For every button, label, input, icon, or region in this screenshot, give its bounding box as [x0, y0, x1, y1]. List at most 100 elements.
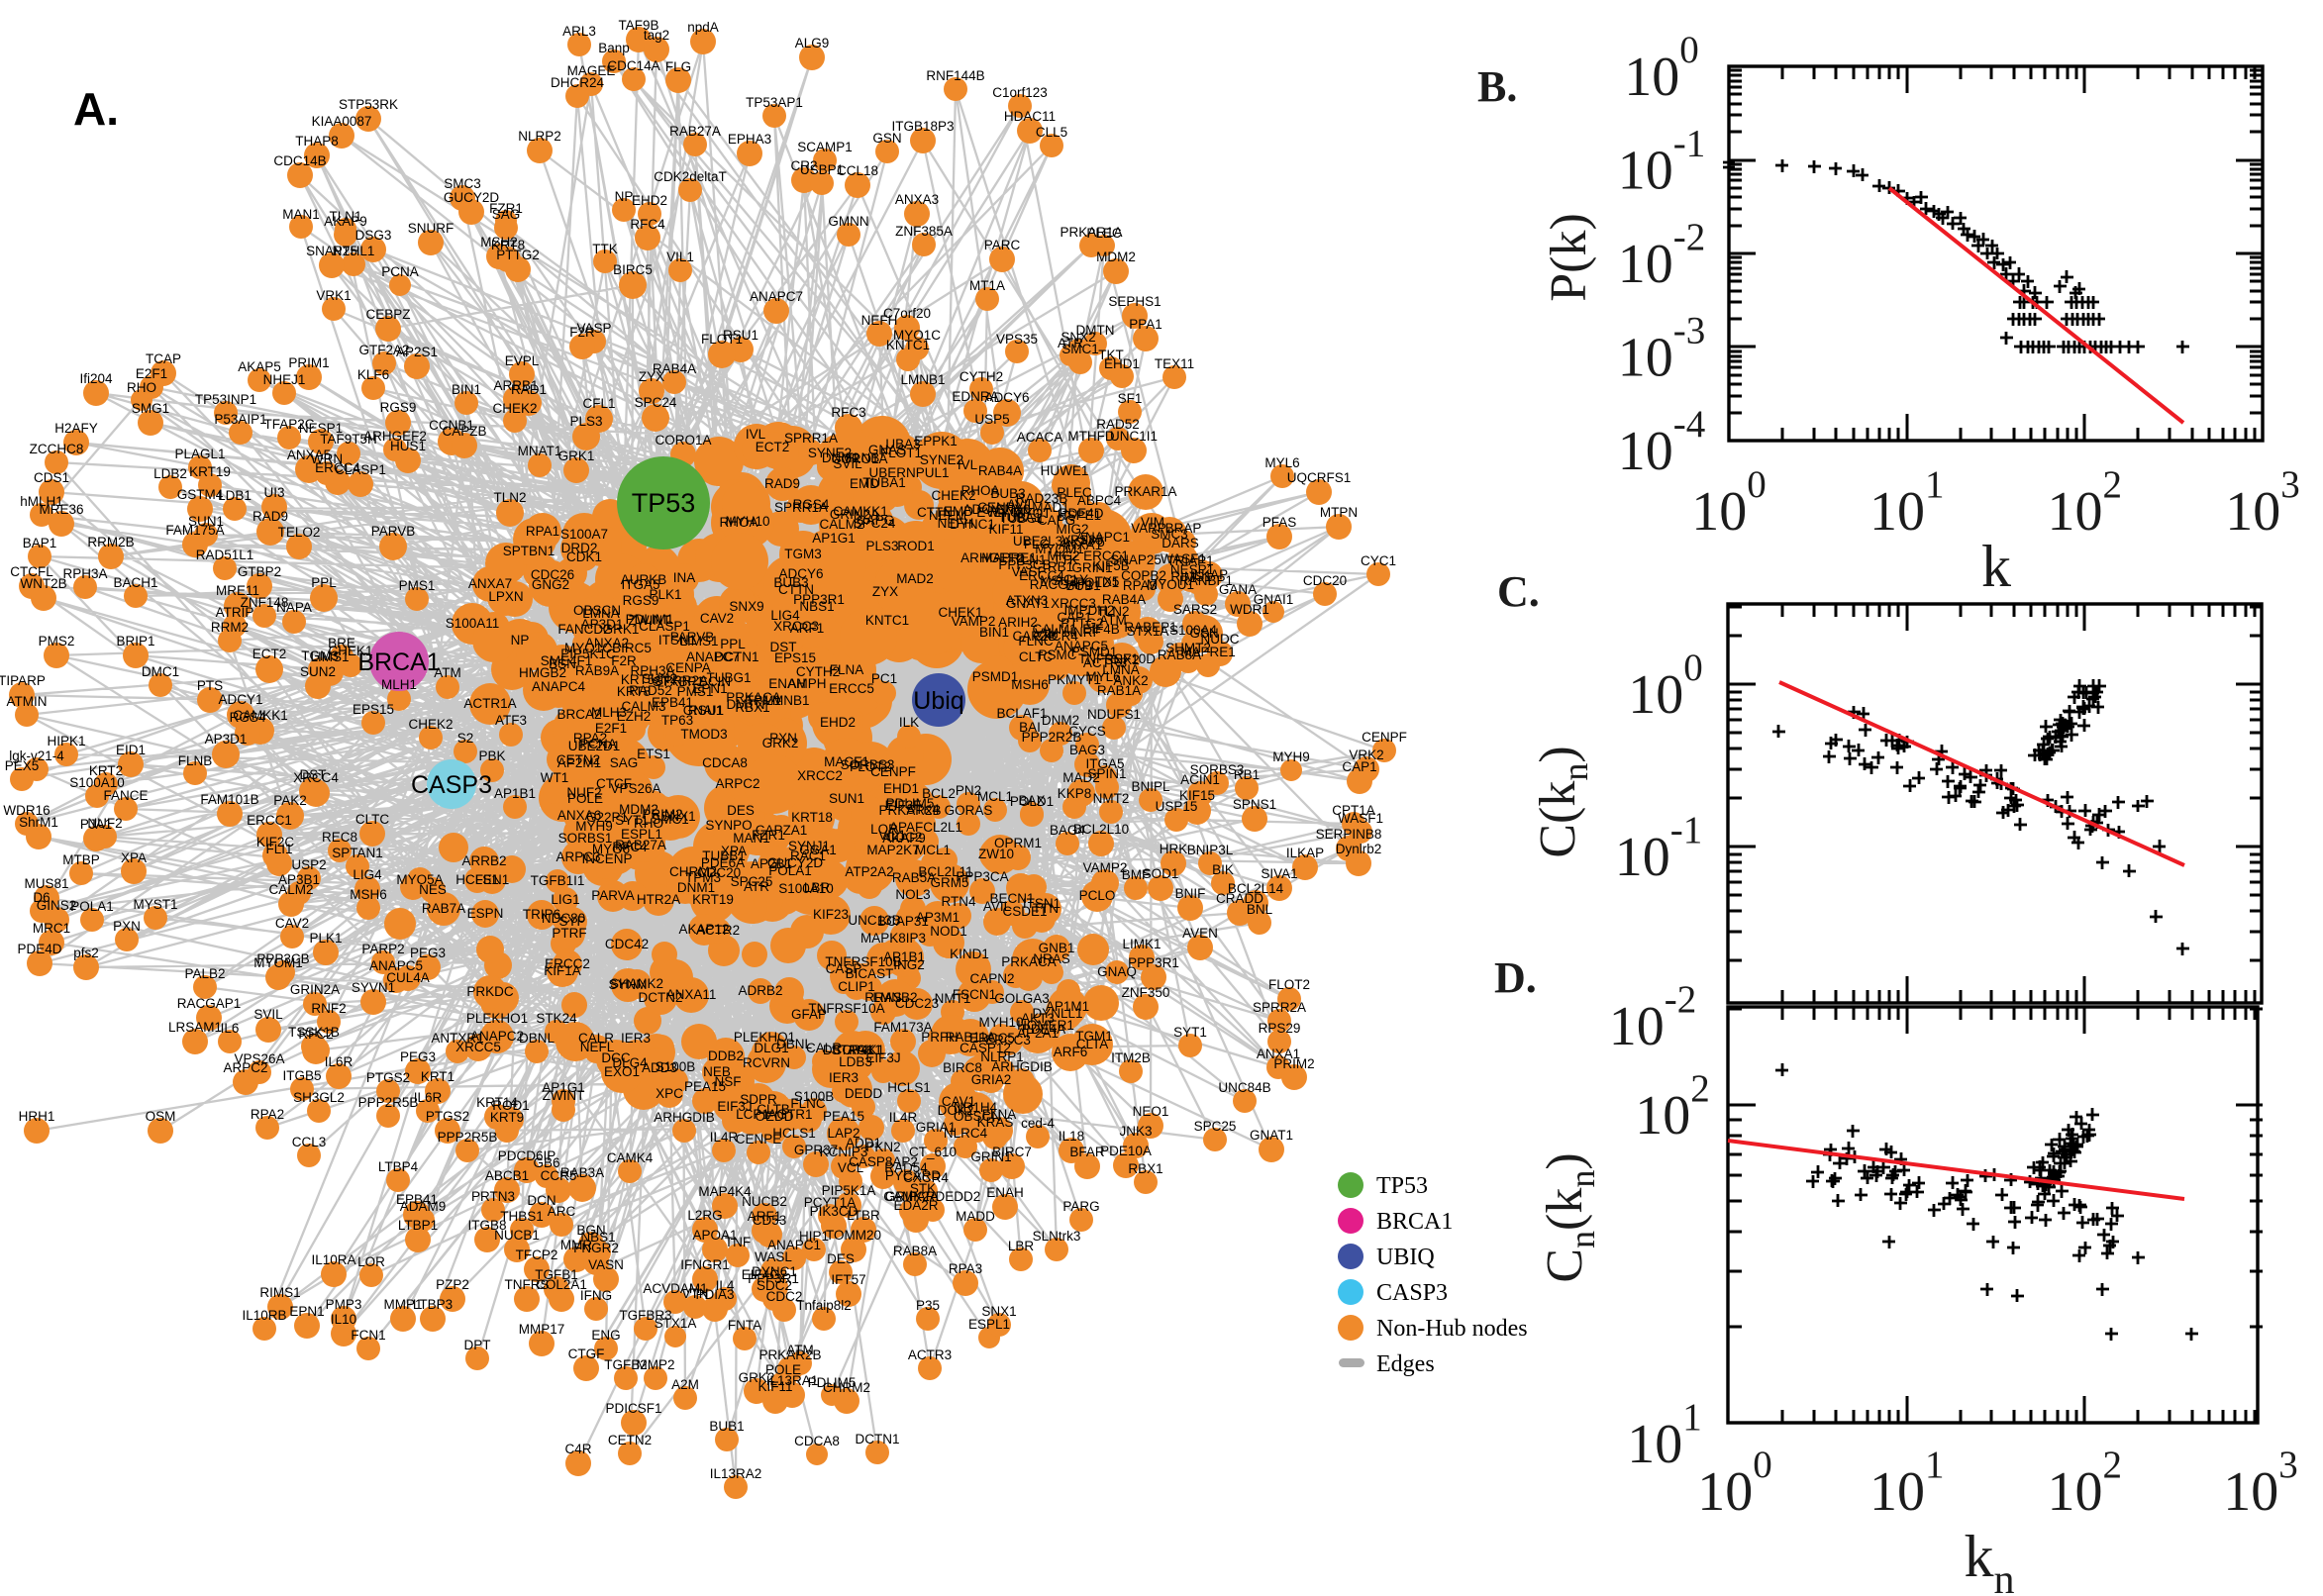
- svg-text:LPXN: LPXN: [488, 589, 523, 604]
- svg-text:SPRR2A: SPRR2A: [655, 673, 708, 688]
- svg-text:ARF6: ARF6: [1054, 1045, 1088, 1059]
- svg-text:ARRB2: ARRB2: [461, 853, 506, 868]
- svg-text:TFAP2C: TFAP2C: [263, 417, 314, 432]
- svg-text:DCCP4K1: DCCP4K1: [823, 1043, 884, 1057]
- svg-text:HUS1: HUS1: [390, 439, 426, 453]
- svg-text:ITGB5: ITGB5: [282, 1068, 321, 1083]
- svg-text:C.: C.: [1497, 567, 1540, 616]
- svg-text:ERCC5: ERCC5: [969, 1031, 1015, 1046]
- svg-text:DYNC1: DYNC1: [950, 517, 995, 532]
- svg-text:NUDC: NUDC: [1201, 632, 1240, 647]
- svg-text:ARC: ARC: [548, 1204, 576, 1219]
- svg-text:CCL3: CCL3: [292, 1135, 327, 1149]
- svg-text:IL10RB: IL10RB: [242, 1308, 286, 1323]
- svg-text:ATXN3: ATXN3: [1006, 593, 1049, 608]
- svg-text:TPM3: TPM3: [685, 870, 721, 885]
- svg-text:ACACA: ACACA: [1017, 430, 1063, 445]
- svg-text:ARHGEF2: ARHGEF2: [363, 429, 427, 444]
- svg-text:CAPZB: CAPZB: [1012, 629, 1057, 644]
- svg-text:PSMD1: PSMD1: [1071, 645, 1118, 659]
- svg-text:NUCB1: NUCB1: [494, 1228, 540, 1243]
- svg-text:MRE11: MRE11: [216, 583, 259, 598]
- svg-text:RIMS1: RIMS1: [1170, 569, 1211, 584]
- svg-text:NRAS: NRAS: [1033, 951, 1070, 966]
- svg-text:BUB1: BUB1: [709, 1419, 744, 1434]
- svg-text:ANAPC2: ANAPC2: [470, 1029, 524, 1044]
- svg-text:RPH3A: RPH3A: [630, 663, 674, 678]
- svg-text:LIMS1: LIMS1: [310, 649, 349, 664]
- svg-text:SYP: SYP: [558, 914, 585, 929]
- svg-text:PTTG2: PTTG2: [496, 248, 540, 262]
- svg-text:RRM2: RRM2: [211, 620, 249, 635]
- svg-text:LBR: LBR: [804, 880, 831, 895]
- svg-text:AVIL: AVIL: [1007, 497, 1036, 512]
- svg-text:BICAST: BICAST: [846, 966, 894, 981]
- svg-text:KIF11: KIF11: [758, 1379, 792, 1394]
- svg-text:POLD1: POLD1: [1010, 794, 1054, 809]
- svg-text:MAGEE: MAGEE: [567, 63, 616, 78]
- svg-text:FLOT2: FLOT2: [1268, 977, 1310, 992]
- svg-text:ACTR2: ACTR2: [696, 923, 740, 938]
- svg-text:PAK2: PAK2: [273, 793, 307, 808]
- svg-text:RRAS: RRAS: [864, 990, 902, 1005]
- svg-text:GRK1: GRK1: [603, 622, 640, 637]
- svg-text:C1orf123: C1orf123: [992, 85, 1048, 100]
- svg-text:ARF1: ARF1: [748, 1209, 782, 1224]
- svg-text:GRIN1: GRIN1: [1071, 560, 1112, 575]
- svg-text:LMNA: LMNA: [582, 606, 620, 621]
- svg-text:TGFB1I1: TGFB1I1: [531, 873, 585, 888]
- svg-text:DLG1: DLG1: [754, 1041, 788, 1055]
- svg-text:MIG2: MIG2: [1056, 522, 1088, 537]
- svg-text:SEPHS1: SEPHS1: [1108, 294, 1161, 309]
- svg-text:LMNA: LMNA: [1102, 662, 1140, 677]
- svg-text:PDLIM1: PDLIM1: [626, 612, 674, 627]
- svg-text:MRE36: MRE36: [39, 502, 83, 517]
- svg-text:FLG: FLG: [1024, 537, 1050, 551]
- svg-text:ARHGDIB: ARHGDIB: [654, 1110, 715, 1125]
- svg-text:DSG3: DSG3: [355, 228, 392, 243]
- svg-text:TUBA1: TUBA1: [862, 475, 906, 490]
- svg-text:PIK3CD: PIK3CD: [810, 1204, 858, 1219]
- svg-text:ESPL1: ESPL1: [621, 827, 662, 842]
- svg-text:DLG4: DLG4: [612, 1055, 648, 1070]
- svg-text:MUS81: MUS81: [24, 876, 68, 891]
- svg-text:PC1: PC1: [871, 671, 897, 686]
- svg-text:PEX5: PEX5: [5, 758, 40, 773]
- svg-text:IER3: IER3: [621, 1031, 651, 1046]
- svg-text:AP2A1: AP2A1: [1017, 1026, 1059, 1041]
- svg-text:BAG4: BAG4: [1050, 823, 1086, 838]
- svg-text:H2AFY: H2AFY: [54, 421, 98, 436]
- svg-text:INCENP: INCENP: [581, 851, 632, 866]
- svg-text:WDR16: WDR16: [3, 803, 50, 818]
- svg-text:GRIN2A: GRIN2A: [830, 507, 879, 522]
- svg-text:PARG: PARG: [1062, 1199, 1099, 1214]
- svg-text:ITSN1: ITSN1: [658, 633, 696, 648]
- svg-text:OSM: OSM: [146, 1109, 176, 1124]
- svg-text:PEA15: PEA15: [823, 1109, 864, 1124]
- svg-text:ANXA11: ANXA11: [666, 987, 717, 1002]
- svg-text:ZNF148: ZNF148: [241, 595, 289, 610]
- svg-text:DCTN2: DCTN2: [638, 990, 682, 1005]
- svg-text:DRD2: DRD2: [561, 541, 598, 555]
- svg-text:ENAH: ENAH: [986, 1185, 1024, 1200]
- svg-text:XRCC3: XRCC3: [773, 619, 819, 634]
- svg-text:CYC1: CYC1: [1361, 553, 1396, 568]
- svg-text:TP53AP1: TP53AP1: [746, 95, 803, 110]
- svg-text:MAN1: MAN1: [733, 831, 770, 846]
- svg-text:XRCC4: XRCC4: [293, 770, 339, 785]
- svg-text:KLF6: KLF6: [357, 367, 389, 382]
- svg-text:BCL2L10: BCL2L10: [1073, 822, 1129, 837]
- svg-text:BNIP3L: BNIP3L: [1187, 843, 1234, 857]
- svg-text:SF1: SF1: [1118, 391, 1143, 406]
- svg-text:WASF1: WASF1: [1338, 811, 1383, 826]
- svg-text:CETN2: CETN2: [556, 752, 600, 767]
- svg-text:DNM2: DNM2: [822, 450, 859, 465]
- svg-text:LAP2: LAP2: [827, 1126, 859, 1141]
- svg-text:FANCD2: FANCD2: [557, 622, 610, 637]
- svg-text:IL13RA2: IL13RA2: [710, 1466, 762, 1481]
- svg-text:RHOA: RHOA: [960, 483, 999, 498]
- svg-text:SPTAN1: SPTAN1: [332, 846, 383, 860]
- svg-text:TNFRSF10A: TNFRSF10A: [808, 1001, 884, 1016]
- svg-text:ILK: ILK: [899, 715, 919, 730]
- svg-text:NDUFS1: NDUFS1: [1087, 707, 1141, 722]
